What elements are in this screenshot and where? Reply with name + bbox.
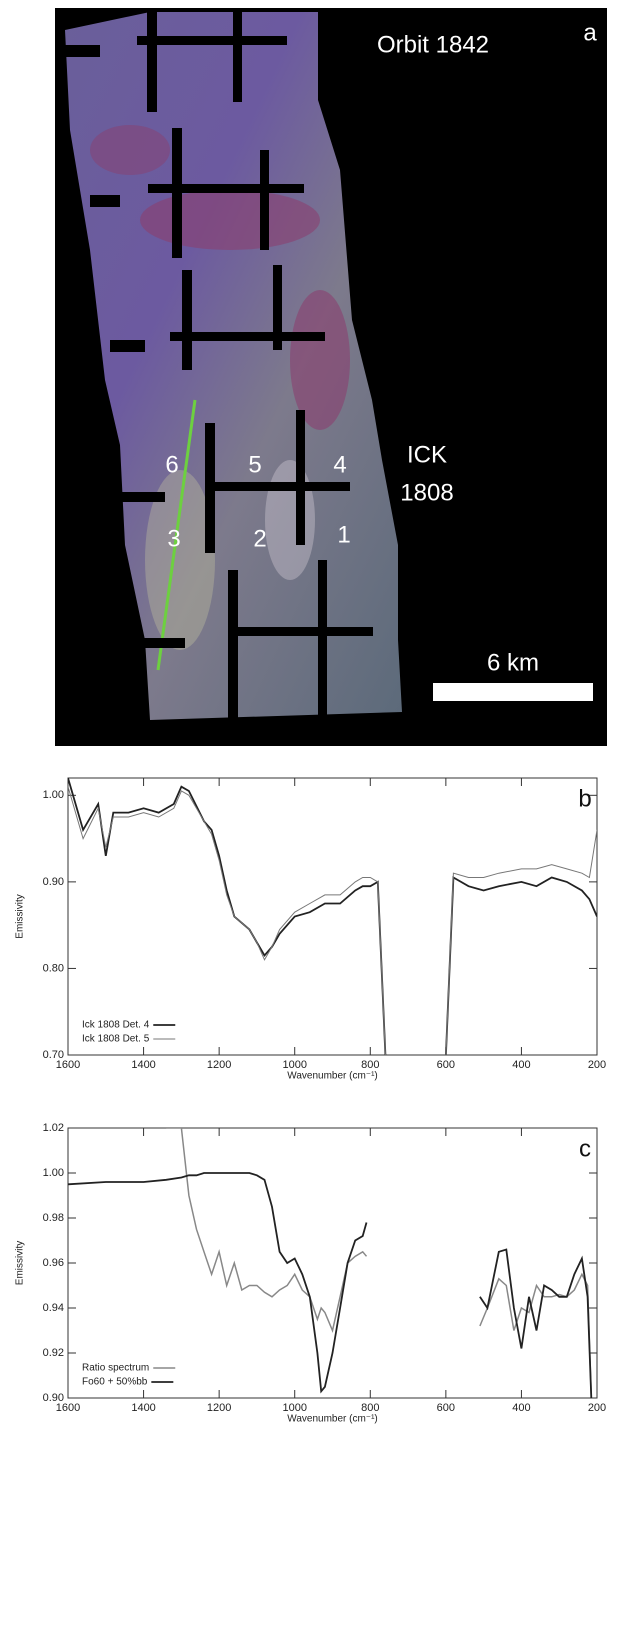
scale-label: 6 km — [487, 649, 539, 676]
y-tick-label: 0.70 — [43, 1049, 64, 1061]
image-panel: Orbit 1842 a ICK 1808 6 km 6 5 4 3 2 1 — [55, 8, 607, 746]
y-tick-label: 1.02 — [43, 1122, 64, 1134]
image-feature — [145, 470, 215, 650]
line-series — [68, 778, 597, 1055]
x-tick-label: 400 — [512, 1059, 530, 1071]
detector-label: 2 — [253, 525, 266, 552]
x-tick-label: 1600 — [56, 1059, 80, 1071]
line-series — [68, 1172, 593, 1398]
x-tick-label: 200 — [588, 1059, 606, 1071]
x-tick-label: 600 — [437, 1059, 455, 1071]
detector-label: 4 — [333, 451, 346, 478]
image-feature — [290, 290, 350, 430]
line-series — [68, 786, 597, 1055]
panel-letter: b — [578, 785, 591, 812]
detector-label: 6 — [165, 451, 178, 478]
legend-label: Fo60 + 50%bb — [82, 1377, 148, 1388]
x-tick-label: 1400 — [131, 1402, 155, 1414]
y-tick-label: 0.98 — [43, 1212, 64, 1224]
scale-bar — [433, 683, 593, 701]
x-tick-label: 400 — [512, 1402, 530, 1414]
y-tick-label: 1.00 — [43, 789, 64, 801]
plot-lines — [68, 778, 597, 1055]
target-label: 1808 — [400, 479, 453, 506]
legend-label: Ratio spectrum — [82, 1363, 149, 1374]
y-tick-label: 0.80 — [43, 962, 64, 974]
x-tick-label: 1000 — [282, 1402, 306, 1414]
y-axis-title: Emissivity — [15, 1241, 26, 1285]
x-axis-title: Wavenumber (cm⁻¹) — [287, 1071, 377, 1082]
x-tick-label: 800 — [361, 1059, 379, 1071]
x-tick-label: 1200 — [207, 1059, 231, 1071]
plot-frame — [67, 777, 598, 1056]
x-tick-label: 1600 — [56, 1402, 80, 1414]
y-tick-label: 0.90 — [43, 876, 64, 888]
plot-lines — [68, 1128, 593, 1398]
detector-label: 1 — [337, 521, 350, 548]
orbit-label: Orbit 1842 — [377, 31, 489, 58]
y-tick-label: 0.94 — [43, 1302, 64, 1314]
line-series — [166, 1128, 593, 1398]
detector-label: 3 — [167, 525, 180, 552]
x-tick-label: 600 — [437, 1402, 455, 1414]
image-crosses — [55, 12, 373, 720]
y-tick-label: 1.00 — [43, 1167, 64, 1179]
detector-label: 5 — [248, 451, 261, 478]
image-feature — [156, 399, 197, 671]
legend-label: Ick 1808 Det. 4 — [82, 1020, 150, 1031]
x-tick-label: 200 — [588, 1402, 606, 1414]
image-feature — [265, 460, 315, 580]
y-tick-label: 0.90 — [43, 1392, 64, 1404]
y-tick-label: 0.96 — [43, 1257, 64, 1269]
x-axis-title: Wavenumber (cm⁻¹) — [287, 1414, 377, 1425]
y-axis-title: Emissivity — [15, 894, 26, 938]
y-tick-label: 0.92 — [43, 1347, 64, 1359]
image-feature — [140, 190, 320, 250]
x-tick-label: 1400 — [131, 1059, 155, 1071]
plot-frame — [67, 1127, 598, 1399]
image-feature — [90, 125, 170, 175]
panel-letter: c — [579, 1135, 591, 1162]
target-label: ICK — [407, 441, 447, 468]
x-tick-label: 1200 — [207, 1402, 231, 1414]
panel-letter: a — [583, 19, 597, 46]
legend-label: Ick 1808 Det. 5 — [82, 1034, 150, 1045]
x-tick-label: 1000 — [282, 1059, 306, 1071]
x-tick-label: 800 — [361, 1402, 379, 1414]
